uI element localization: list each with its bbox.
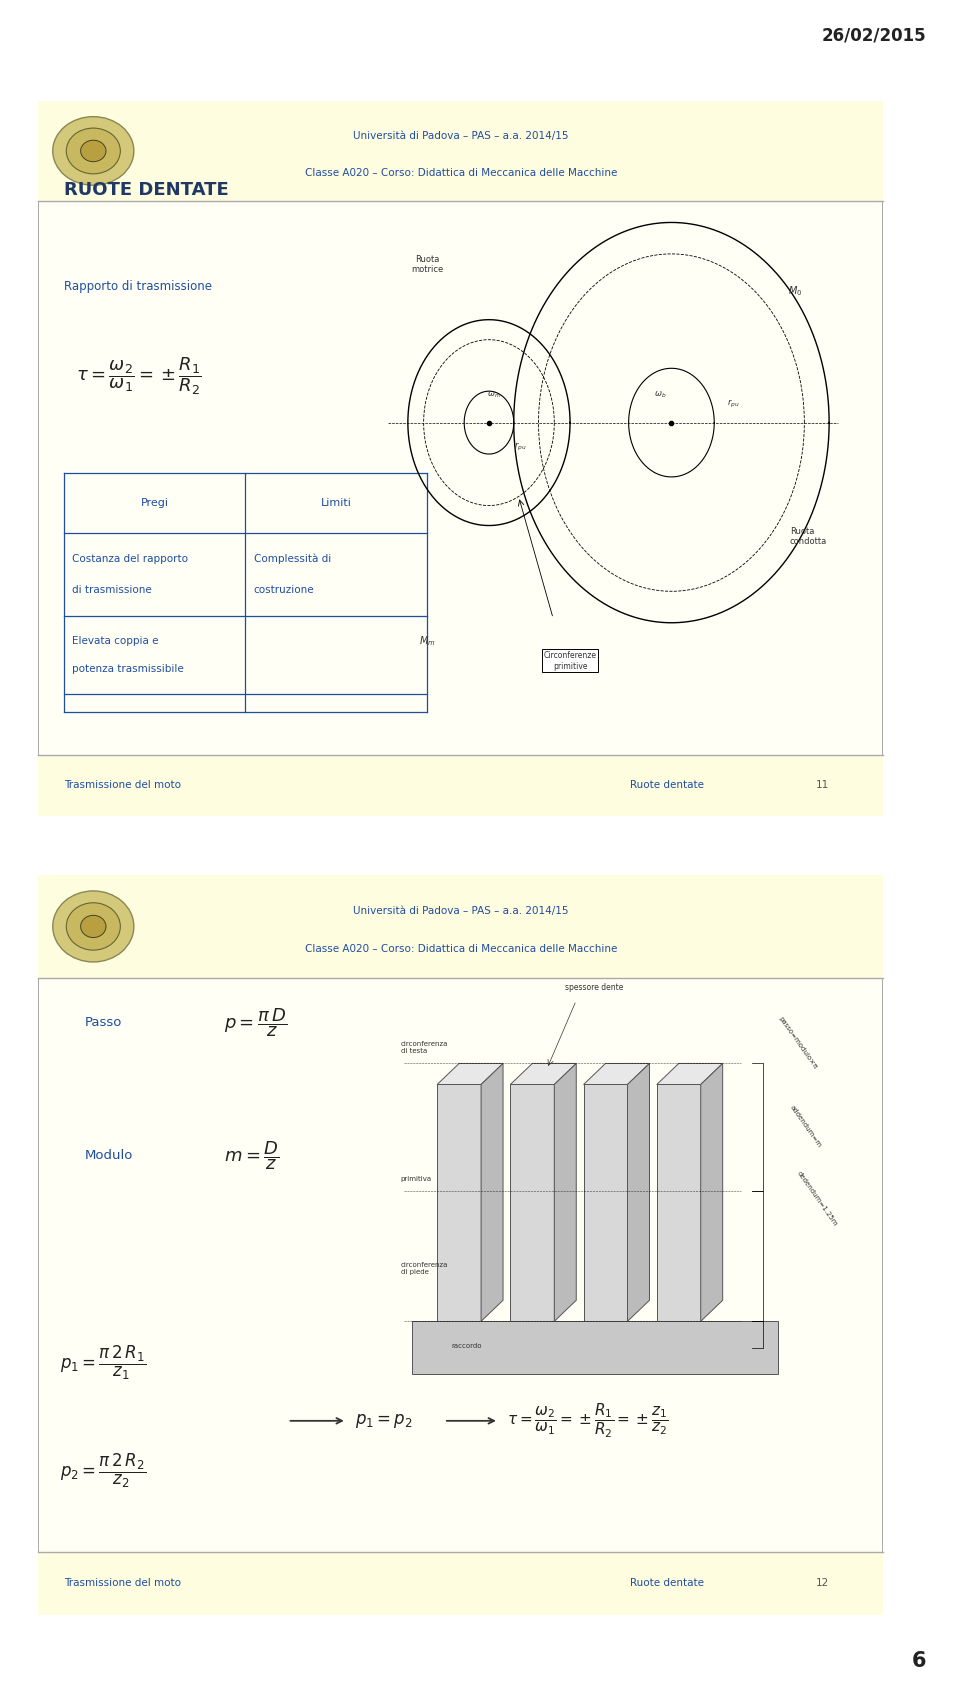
Text: dedendum=1.25m: dedendum=1.25m	[796, 1171, 838, 1228]
Polygon shape	[554, 1063, 576, 1322]
Circle shape	[66, 903, 120, 950]
Polygon shape	[584, 1085, 628, 1322]
Text: $\tau = \dfrac{\omega_2}{\omega_1} = \pm\dfrac{R_1}{R_2} = \pm\dfrac{z_1}{z_2}$: $\tau = \dfrac{\omega_2}{\omega_1} = \pm…	[507, 1401, 669, 1440]
Text: Classe A020 – Corso: Didattica di Meccanica delle Macchine: Classe A020 – Corso: Didattica di Meccan…	[304, 944, 617, 954]
Text: $\tau = \dfrac{\omega_2}{\omega_1} = \pm\dfrac{R_1}{R_2}$: $\tau = \dfrac{\omega_2}{\omega_1} = \pm…	[77, 355, 203, 397]
Text: Università di Padova – PAS – a.a. 2014/15: Università di Padova – PAS – a.a. 2014/1…	[353, 907, 568, 917]
Polygon shape	[584, 1063, 650, 1085]
Polygon shape	[511, 1085, 554, 1322]
Text: spessore dente: spessore dente	[565, 982, 624, 992]
Text: 6: 6	[912, 1652, 926, 1670]
Text: Università di Padova – PAS – a.a. 2014/15: Università di Padova – PAS – a.a. 2014/1…	[353, 131, 568, 141]
FancyBboxPatch shape	[38, 101, 883, 816]
Text: circonferenza
di testa: circonferenza di testa	[400, 1041, 448, 1055]
Text: $M_0$: $M_0$	[788, 284, 803, 298]
Text: costruzione: costruzione	[253, 585, 315, 595]
Text: Costanza del rapporto: Costanza del rapporto	[72, 553, 188, 563]
Circle shape	[81, 915, 106, 937]
Text: raccordo: raccordo	[451, 1342, 482, 1349]
Text: potenza trasmissibile: potenza trasmissibile	[72, 664, 184, 674]
Text: RUOTE DENTATE: RUOTE DENTATE	[63, 182, 228, 198]
Text: $M_{m}$: $M_{m}$	[419, 634, 435, 648]
Text: 11: 11	[816, 780, 828, 791]
Text: Elevata coppia e: Elevata coppia e	[72, 636, 158, 646]
Text: Trasmissione del moto: Trasmissione del moto	[63, 780, 180, 791]
FancyBboxPatch shape	[38, 875, 883, 1615]
FancyBboxPatch shape	[38, 101, 883, 202]
Text: $p_1 = \dfrac{\pi\,2\,R_1}{z_1}$: $p_1 = \dfrac{\pi\,2\,R_1}{z_1}$	[60, 1344, 146, 1383]
Polygon shape	[437, 1063, 503, 1085]
Text: addendum=m: addendum=m	[788, 1105, 822, 1149]
Text: circonferenza
di piede: circonferenza di piede	[400, 1262, 448, 1275]
Polygon shape	[657, 1063, 723, 1085]
Text: Ruota
condotta: Ruota condotta	[790, 526, 827, 547]
Polygon shape	[511, 1063, 576, 1085]
Text: $\omega_m$: $\omega_m$	[488, 390, 502, 400]
Text: Circonferenze
primitive: Circonferenze primitive	[543, 651, 596, 671]
Text: Ruote dentate: Ruote dentate	[630, 780, 704, 791]
Text: Rapporto di trasmissione: Rapporto di trasmissione	[63, 281, 212, 293]
Text: $p = \dfrac{\pi\,D}{z}$: $p = \dfrac{\pi\,D}{z}$	[225, 1006, 287, 1039]
Text: $r_{pu}$: $r_{pu}$	[727, 399, 740, 410]
Polygon shape	[701, 1063, 723, 1322]
FancyBboxPatch shape	[38, 875, 883, 979]
Polygon shape	[628, 1063, 650, 1322]
FancyBboxPatch shape	[38, 755, 883, 816]
Text: di trasmissione: di trasmissione	[72, 585, 152, 595]
Text: $\omega_b$: $\omega_b$	[654, 390, 666, 400]
Text: Classe A020 – Corso: Didattica di Meccanica delle Macchine: Classe A020 – Corso: Didattica di Meccan…	[304, 168, 617, 178]
Text: Limiti: Limiti	[321, 498, 351, 508]
Text: Ruote dentate: Ruote dentate	[630, 1578, 704, 1588]
Text: passo=modulo×π: passo=modulo×π	[778, 1016, 818, 1070]
Circle shape	[66, 128, 120, 173]
FancyBboxPatch shape	[38, 1552, 883, 1615]
Circle shape	[81, 140, 106, 161]
Text: 12: 12	[816, 1578, 828, 1588]
Polygon shape	[437, 1085, 481, 1322]
Text: $m = \dfrac{D}{z}$: $m = \dfrac{D}{z}$	[225, 1139, 279, 1172]
Polygon shape	[481, 1063, 503, 1322]
Text: $p_1 = p_2$: $p_1 = p_2$	[355, 1411, 413, 1430]
Text: Complessità di: Complessità di	[253, 553, 331, 563]
Polygon shape	[412, 1322, 778, 1374]
Text: 26/02/2015: 26/02/2015	[822, 27, 926, 44]
Circle shape	[53, 116, 133, 185]
Polygon shape	[657, 1085, 701, 1322]
Text: Trasmissione del moto: Trasmissione del moto	[63, 1578, 180, 1588]
Circle shape	[53, 891, 133, 962]
Text: Modulo: Modulo	[84, 1149, 133, 1162]
Text: $r_{pu}$: $r_{pu}$	[515, 441, 527, 452]
Text: Passo: Passo	[84, 1016, 122, 1029]
Text: Pregi: Pregi	[140, 498, 169, 508]
Text: $p_2 = \dfrac{\pi\,2\,R_2}{z_2}$: $p_2 = \dfrac{\pi\,2\,R_2}{z_2}$	[60, 1452, 146, 1490]
Text: Ruota
motrice: Ruota motrice	[411, 256, 444, 274]
Text: primitiva: primitiva	[400, 1176, 432, 1181]
